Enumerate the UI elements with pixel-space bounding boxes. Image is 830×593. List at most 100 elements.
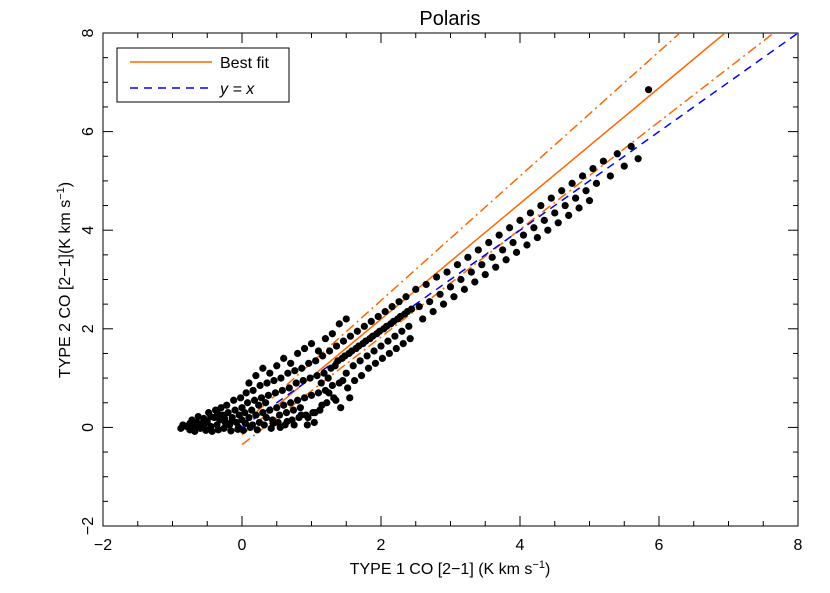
x-axis-label-tail: ) — [545, 561, 550, 578]
scatter-point — [374, 312, 382, 321]
x-axis-label-sup: −1 — [532, 559, 545, 571]
scatter-point — [419, 315, 427, 323]
scatter-point — [297, 411, 305, 419]
scatter-point — [613, 150, 621, 158]
scatter-point — [342, 315, 350, 323]
scatter-point — [242, 389, 250, 397]
scatter-point — [319, 352, 327, 360]
scatter-point — [307, 339, 316, 348]
scatter-point — [533, 233, 541, 242]
x-tick-label: 6 — [655, 537, 664, 554]
scatter-point — [381, 307, 389, 316]
scatter-point — [606, 172, 614, 180]
scatter-point — [224, 409, 232, 417]
scatter-point — [353, 327, 361, 335]
scatter-point — [592, 179, 601, 187]
y-tick-label: 0 — [80, 423, 97, 432]
scatter-point — [313, 372, 321, 380]
scatter-point — [339, 337, 348, 345]
scatter-point — [269, 419, 277, 428]
scatter-point — [599, 157, 608, 165]
scatter-point — [565, 211, 573, 220]
y-axis-label-main: TYPE 2 CO [2−1](K km s — [57, 200, 74, 378]
scatter-point — [332, 342, 341, 350]
scatter-point — [384, 337, 392, 345]
fit-bound-line — [241, 33, 775, 446]
scatter-point — [303, 421, 311, 429]
scatter-point — [634, 155, 642, 163]
scatter-point — [398, 327, 406, 335]
scatter-point — [231, 406, 239, 414]
scatter-point — [270, 376, 278, 385]
scatter-point — [474, 246, 482, 254]
scatter-point — [370, 347, 378, 355]
scatter-point — [284, 369, 292, 377]
fit-bound-line — [241, 33, 681, 426]
scatter-point — [406, 335, 414, 343]
scatter-point — [572, 194, 580, 202]
scatter-point — [294, 396, 302, 404]
scatter-point — [275, 411, 284, 419]
scatter-point — [346, 394, 354, 402]
scatter-point — [266, 406, 274, 414]
scatter-point — [324, 374, 332, 382]
y-tick-label: −2 — [80, 517, 97, 535]
scatter-point — [325, 347, 334, 355]
scatter-point — [453, 261, 462, 269]
scatter-point — [509, 238, 517, 247]
scatter-point — [257, 394, 266, 402]
scatter-point — [280, 401, 288, 409]
scatter-point — [248, 406, 256, 414]
scatter-point — [227, 427, 235, 435]
scatter-point — [415, 303, 423, 311]
scatter-point — [193, 422, 201, 431]
x-tick-label: 2 — [377, 537, 386, 554]
scatter-point — [271, 389, 279, 397]
scatter-point — [342, 369, 350, 377]
scatter-point — [395, 298, 403, 306]
scatter-point — [208, 427, 216, 435]
scatter-point — [304, 413, 312, 422]
scatter-point — [307, 391, 316, 399]
scatter-point — [262, 399, 270, 407]
scatter-point — [298, 364, 306, 372]
scatter-point — [502, 256, 510, 264]
y-tick-label: 6 — [80, 127, 97, 136]
scatter-point — [457, 275, 465, 284]
scatter-point — [412, 285, 420, 293]
scatter-point — [256, 381, 264, 390]
y-axis-label-tail: ) — [57, 182, 74, 187]
scatter-point — [523, 241, 531, 249]
scatter-point — [249, 386, 257, 395]
scatter-point — [399, 339, 407, 348]
legend-best-fit-label: Best fit — [220, 55, 269, 72]
scatter-point — [344, 384, 352, 392]
scatter-point — [314, 347, 323, 355]
x-axis-label-main: TYPE 1 CO [2−1] (K km s — [350, 561, 533, 578]
scatter-point — [207, 412, 215, 421]
scatter-point — [200, 421, 208, 429]
scatter-point — [478, 261, 486, 269]
best-fit-line — [241, 33, 726, 436]
scatter-point — [296, 404, 304, 412]
scatter-point — [311, 409, 319, 417]
scatter-point — [221, 414, 229, 423]
scatter-point — [499, 246, 507, 254]
scatter-point — [287, 399, 295, 407]
scatter-point — [186, 419, 194, 428]
x-tick-label: 0 — [238, 537, 247, 554]
scatter-point — [505, 224, 514, 232]
scatter-point — [179, 421, 187, 429]
scatter-point — [540, 216, 548, 224]
scatter-point — [328, 381, 336, 390]
scatter-point — [512, 248, 521, 256]
y-tick-label: 2 — [80, 324, 97, 333]
scatter-point — [214, 409, 222, 418]
scatter-point — [464, 253, 472, 261]
legend: Best fit y = x — [116, 47, 290, 103]
scatter-point — [314, 389, 323, 397]
scatter-point — [310, 418, 318, 427]
scatter-point — [485, 238, 493, 247]
scatter-point — [450, 293, 458, 301]
